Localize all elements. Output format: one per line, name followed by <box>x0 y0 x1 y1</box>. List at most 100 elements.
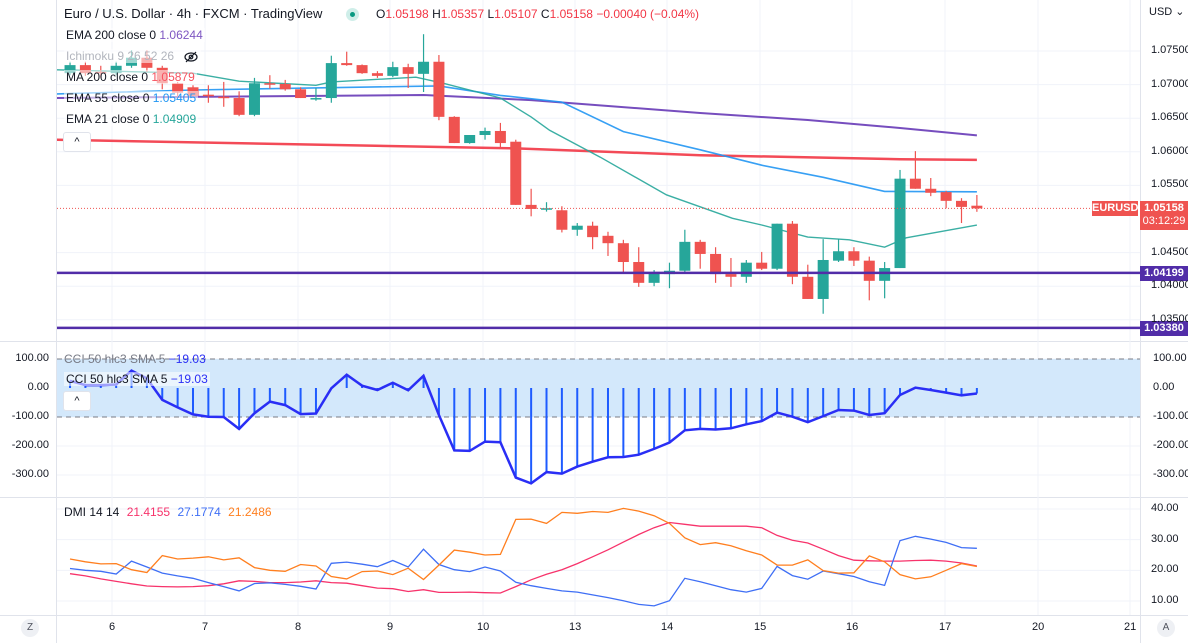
dmi-value-1: 21.4155 <box>126 505 171 519</box>
candle-down <box>602 231 614 256</box>
candle-body <box>279 83 291 90</box>
cci-label: CCI 50 hlc3 SMA 5 <box>66 372 168 386</box>
zoom-reset-button[interactable]: Z <box>21 619 39 637</box>
cci-tick-label-left: -100.00 <box>11 410 49 422</box>
candle-down <box>433 55 445 121</box>
level-price-box-1: 1.04199 <box>1140 266 1188 281</box>
eye-crossed-icon[interactable] <box>183 51 199 63</box>
candle-down <box>402 63 414 88</box>
candle-down <box>925 178 937 197</box>
candle-body <box>833 251 845 261</box>
collapse-cci-legend-button[interactable]: ^ <box>63 391 91 411</box>
cci-value: −19.03 <box>170 372 208 386</box>
dmi-line-2 <box>69 535 977 607</box>
ema55-label: EMA 55 close 0 <box>66 91 150 105</box>
candle-down <box>264 75 276 89</box>
price-tick-label: 1.04000 <box>1151 279 1188 292</box>
ma200-line <box>57 138 977 162</box>
candle-body <box>448 116 460 144</box>
dmi-value-3: 21.2486 <box>228 505 272 519</box>
candle-up <box>310 87 322 101</box>
candle-body <box>371 73 383 76</box>
candle-body <box>248 83 260 115</box>
ema200-value: 1.06244 <box>159 28 203 42</box>
ema21-line <box>57 69 978 248</box>
symbol-title[interactable]: Euro / U.S. Dollar · 4h · FXCM · Trading… <box>64 6 323 21</box>
candle-body <box>587 225 599 238</box>
auto-scale-button[interactable]: A <box>1157 619 1175 637</box>
currency-selector[interactable]: USD ⌄ <box>1149 6 1185 18</box>
candle-body <box>756 262 768 269</box>
candle-down <box>371 71 383 78</box>
low-label: L <box>487 7 495 21</box>
ema21-value: 1.04909 <box>152 112 197 126</box>
cci-value-ghost: −19.03 <box>168 352 206 366</box>
cci-tick-label-left: 0.00 <box>27 381 49 393</box>
candle-down <box>587 221 599 250</box>
legend-ichimoku[interactable]: Ichimoku 9 26 52 26 <box>64 48 202 64</box>
candle-down <box>848 247 860 267</box>
bar-countdown: 03:12:29 <box>1142 215 1186 227</box>
collapse-legend-button[interactable]: ^ <box>63 132 91 152</box>
candle-down <box>786 221 798 285</box>
candle-down <box>956 198 967 224</box>
legend-cci[interactable]: CCI 50 hlc3 SMA 5 −19.03 <box>64 371 210 387</box>
candle-body <box>940 192 952 201</box>
time-tick-label: 17 <box>939 621 952 633</box>
cci-tick-label-right: -200.00 <box>1153 439 1188 451</box>
dmi-tick-label: 30.00 <box>1151 532 1179 545</box>
candle-body <box>541 208 553 210</box>
legend-ema200[interactable]: EMA 200 close 0 1.06244 <box>64 27 205 43</box>
candle-body <box>971 205 983 209</box>
candle-body <box>356 65 368 74</box>
candle-down <box>756 251 768 271</box>
time-tick-label: 16 <box>846 621 859 633</box>
candle-body <box>402 67 414 74</box>
dmi-line-3 <box>69 507 978 581</box>
price-pane <box>57 34 983 314</box>
candle-down <box>341 51 353 66</box>
dmi-pane <box>69 507 978 607</box>
legend-dmi[interactable]: DMI 14 14 21.4155 27.1774 21.2486 <box>64 504 272 520</box>
candle-body <box>418 61 430 74</box>
candle-body <box>710 253 722 275</box>
cci-tick-label-left: -200.00 <box>11 439 49 451</box>
candle-down <box>694 239 706 269</box>
last-price-box: 1.05158 03:12:29 <box>1140 201 1188 230</box>
candle-down <box>295 87 307 99</box>
candle-body <box>863 260 875 281</box>
candle-body <box>64 65 76 74</box>
candle-down <box>356 64 368 74</box>
cci-tick-label-left: 100.00 <box>15 352 49 364</box>
legend-ema21[interactable]: EMA 21 close 0 1.04909 <box>64 111 199 127</box>
price-tick-label: 1.04500 <box>1151 245 1188 258</box>
ma200-label: MA 200 close 0 <box>66 70 149 84</box>
candle-up <box>387 61 399 78</box>
ema200-label: EMA 200 close 0 <box>66 28 157 42</box>
candle-body <box>925 188 937 193</box>
legend-ma200[interactable]: MA 200 close 0 1.05879 <box>64 69 197 85</box>
time-tick-label: 13 <box>569 621 582 633</box>
candle-up <box>740 259 752 283</box>
dmi-label: DMI 14 14 <box>64 505 120 519</box>
candle-body <box>802 276 814 299</box>
candle-up <box>879 262 891 299</box>
ema21-label: EMA 21 close 0 <box>66 112 150 126</box>
legend-ema55[interactable]: EMA 55 close 0 1.05405 <box>64 90 199 106</box>
candle-up <box>464 135 476 144</box>
candle-down <box>863 256 875 301</box>
candle-up <box>325 55 337 103</box>
low-value: 1.05107 <box>494 7 538 21</box>
candle-up <box>663 262 675 289</box>
candle-down <box>510 139 522 205</box>
candle-body <box>479 130 491 135</box>
cci-label-ghost: CCI 50 hlc3 SMA 5 <box>64 352 166 366</box>
ohlc-readout: O1.05198 H1.05357 L1.05107 C1.05158 −0.0… <box>376 7 699 21</box>
ema200-line <box>57 93 977 137</box>
candle-body <box>494 130 506 144</box>
candle-body <box>879 268 891 281</box>
candle-body <box>218 96 230 99</box>
last-price: 1.05158 <box>1144 202 1184 214</box>
time-tick-label: 10 <box>477 621 490 633</box>
